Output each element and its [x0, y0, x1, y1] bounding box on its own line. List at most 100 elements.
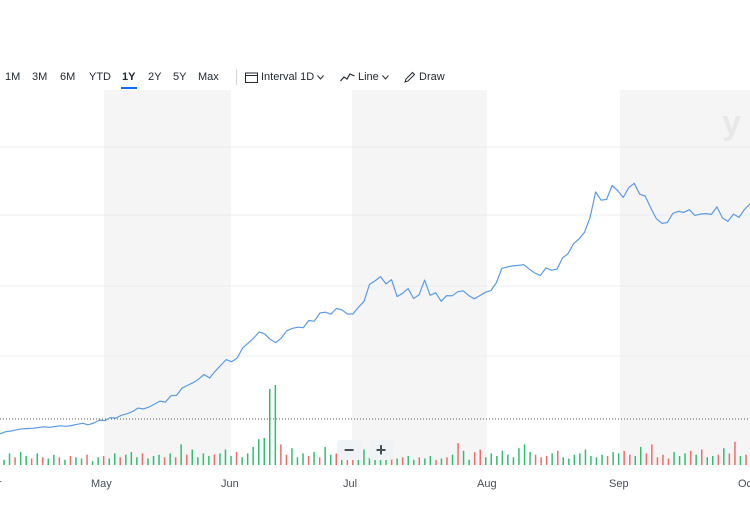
volume-bar	[562, 457, 564, 465]
volume-bar	[656, 457, 659, 465]
volume-bar	[58, 457, 61, 465]
range-1m-button[interactable]: 1M	[5, 71, 21, 83]
volume-bar	[163, 457, 166, 465]
volume-bar	[136, 457, 138, 465]
volume-bar	[147, 458, 149, 465]
volume-bar	[97, 457, 99, 465]
volume-bar	[473, 452, 476, 465]
interval-label: Interval	[261, 71, 298, 83]
volume-bar	[91, 461, 94, 465]
volume-bar	[186, 454, 188, 465]
volume-bar	[640, 446, 642, 465]
calendar-icon	[245, 72, 258, 83]
x-tick-label: Jul	[343, 478, 357, 490]
volume-bar	[523, 444, 526, 465]
x-tick-label: r	[0, 478, 2, 490]
volume-bar	[213, 454, 216, 465]
volume-bar	[379, 458, 382, 465]
volume-bar	[352, 456, 354, 465]
volume-bar	[69, 456, 72, 465]
volume-bar	[728, 453, 731, 465]
range-5y-button[interactable]: 5Y	[173, 71, 187, 83]
range-6m-button[interactable]: 6M	[60, 71, 76, 83]
month-band	[104, 90, 231, 465]
volume-bar	[86, 454, 88, 465]
volume-bar	[296, 457, 299, 465]
interval-value: 1D	[300, 71, 315, 83]
chevron-down-icon	[317, 74, 325, 80]
volume-bar	[424, 458, 426, 465]
draw-button[interactable]: Draw	[404, 70, 445, 84]
volume-bar	[501, 450, 504, 465]
x-tick-label: May	[91, 478, 112, 490]
volume-bar	[8, 453, 11, 465]
volume-bar	[557, 450, 559, 465]
range-max-button[interactable]: Max	[198, 71, 219, 83]
volume-bar	[529, 452, 531, 465]
x-tick-label: Aug	[477, 478, 497, 490]
chevron-down-icon	[381, 74, 389, 80]
volume-bar	[706, 457, 708, 465]
volume-bar	[457, 443, 459, 465]
x-tick-label: Oc	[738, 478, 750, 490]
volume-bar	[496, 456, 498, 465]
volume-bar	[579, 453, 581, 465]
volume-bar	[152, 456, 155, 465]
volume-bar	[684, 453, 686, 465]
volume-bar	[551, 453, 553, 465]
volume-bar	[612, 452, 614, 465]
range-1y-button[interactable]: 1Y	[122, 71, 136, 83]
volume-bar	[368, 457, 371, 465]
volume-bar	[235, 452, 238, 465]
volume-bar	[258, 439, 260, 465]
volume-bar	[318, 457, 321, 465]
volume-bar	[102, 456, 105, 465]
volume-bar	[507, 454, 509, 465]
range-3m-button[interactable]: 3M	[32, 71, 48, 83]
range-2y-button[interactable]: 2Y	[148, 71, 162, 83]
volume-bar	[734, 441, 736, 465]
volume-bar	[335, 453, 337, 465]
active-range-underline	[121, 87, 137, 89]
volume-bar	[568, 458, 570, 465]
volume-bar	[390, 454, 393, 465]
volume-bar	[346, 457, 349, 465]
volume-bar	[534, 454, 537, 465]
volume-bar	[490, 453, 492, 465]
volume-bar	[202, 453, 205, 465]
volume-bar	[634, 456, 636, 465]
volume-bar	[651, 444, 653, 465]
volume-bar	[36, 453, 38, 465]
volume-bar	[678, 456, 681, 465]
volume-bar	[130, 452, 133, 465]
volume-bar	[274, 385, 277, 465]
chart-type-button[interactable]: Line	[340, 70, 389, 84]
chart-area[interactable]: r May Jun Jul Aug Sep Oc	[0, 90, 750, 500]
volume-bar	[224, 449, 227, 465]
volume-bar	[590, 456, 592, 465]
volume-bar	[64, 459, 66, 465]
month-band	[352, 90, 487, 465]
pencil-icon	[404, 71, 416, 83]
volume-bar	[246, 453, 249, 465]
month-band	[620, 90, 750, 465]
volume-bar	[230, 456, 232, 465]
price-series-line	[0, 182, 750, 435]
volume-bar	[307, 456, 310, 465]
interval-button[interactable]: Interval 1D	[245, 70, 325, 84]
volume-bar	[407, 456, 409, 465]
volume-bar	[252, 446, 254, 465]
range-ytd-button[interactable]: YTD	[89, 71, 111, 83]
volume-bar	[302, 453, 304, 465]
zoom-out-button[interactable]: −	[337, 440, 361, 460]
volume-bar	[174, 457, 177, 465]
volume-bar	[19, 452, 22, 465]
zoom-in-button[interactable]: +	[369, 440, 393, 460]
volume-bar	[440, 458, 443, 465]
volume-bar	[269, 388, 271, 465]
volume-bar	[667, 458, 670, 465]
volume-bar	[429, 456, 432, 465]
volume-bar	[595, 457, 598, 465]
volume-bar	[446, 457, 448, 465]
volume-bar	[108, 458, 110, 465]
